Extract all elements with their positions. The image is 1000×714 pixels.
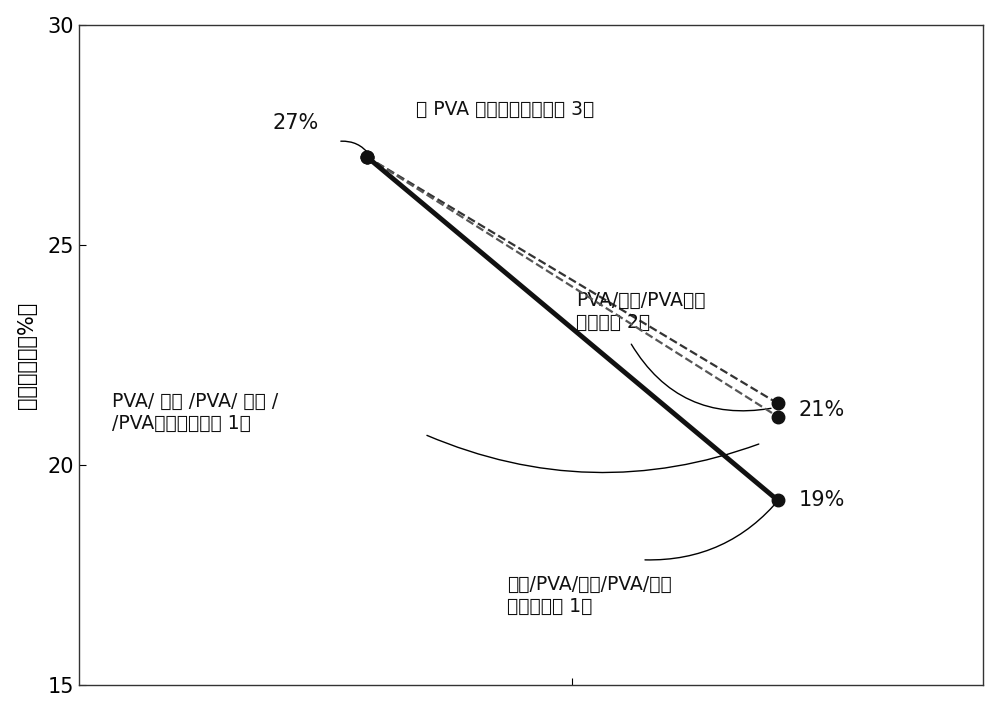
Text: 19%: 19%	[798, 491, 845, 511]
Text: 21%: 21%	[798, 400, 845, 420]
Text: 单 PVA 取向（对比实施例 3）: 单 PVA 取向（对比实施例 3）	[416, 101, 594, 119]
Text: PVA/基底/PVA（对
比实施例 2）: PVA/基底/PVA（对 比实施例 2）	[576, 291, 706, 331]
Text: 27%: 27%	[272, 113, 319, 133]
Y-axis label: 厕度的改变（%）: 厕度的改变（%）	[17, 301, 37, 408]
Text: 基底/PVA/基底/PVA/基底
（实施方式 1）: 基底/PVA/基底/PVA/基底 （实施方式 1）	[507, 575, 671, 616]
Text: PVA/ 基底 /PVA/ 基底 /
/PVA（对比实施例 1）: PVA/ 基底 /PVA/ 基底 / /PVA（对比实施例 1）	[112, 392, 278, 433]
